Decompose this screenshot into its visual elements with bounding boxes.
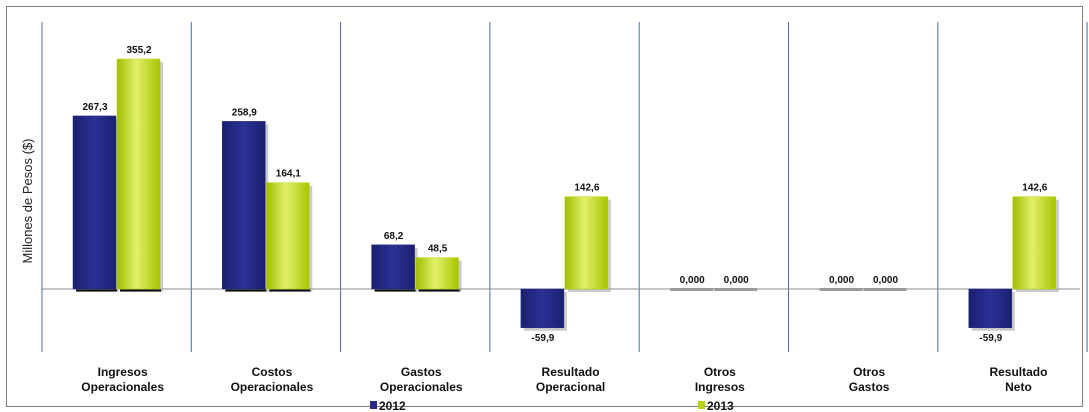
category-label: Operacionales xyxy=(81,380,164,394)
category-label: Otros xyxy=(704,365,736,379)
bar-2012-6 xyxy=(968,288,1013,329)
legend-swatch-2013 xyxy=(698,401,705,409)
data-label-2013-6: 142,6 xyxy=(1022,183,1047,194)
bar-2013-3 xyxy=(564,196,609,290)
data-label-2012-4: 0,000 xyxy=(680,275,705,286)
category-label: Gastos xyxy=(849,380,890,394)
legend-label-2012: 2012 xyxy=(379,399,406,412)
bar-2012-4 xyxy=(670,288,714,291)
legend-swatch-2012 xyxy=(370,401,377,409)
category-label: Ingresos xyxy=(98,365,148,379)
category-label: Operacionales xyxy=(380,380,463,394)
bar-2013-0 xyxy=(116,58,161,290)
category-label: Neto xyxy=(1005,380,1032,394)
chart-frame xyxy=(6,6,1083,407)
data-label-2012-0: 267,3 xyxy=(82,102,107,113)
data-label-2013-2: 48,5 xyxy=(428,244,448,255)
data-label-2012-5: 0,000 xyxy=(829,275,854,286)
data-label-2012-2: 68,2 xyxy=(384,231,404,242)
data-label-2013-1: 164,1 xyxy=(276,169,301,180)
bar-2012-0 xyxy=(72,115,117,290)
category-label: Resultado xyxy=(989,365,1047,379)
category-label: Gastos xyxy=(401,365,442,379)
data-label-2012-3: -59,9 xyxy=(532,333,555,344)
bar-2013-4 xyxy=(714,288,758,291)
data-label-2012-1: 258,9 xyxy=(232,107,257,118)
bar-2013-2 xyxy=(415,257,459,290)
data-label-2013-3: 142,6 xyxy=(574,183,599,194)
category-label: Operacionales xyxy=(231,380,314,394)
bar-2012-2 xyxy=(371,244,415,290)
bar-2012-5 xyxy=(819,288,863,291)
y-axis-label: Millones de Pesos ($) xyxy=(20,139,35,264)
bar-2012-3 xyxy=(520,288,565,329)
data-label-2013-5: 0,000 xyxy=(873,275,898,286)
bar-2013-5 xyxy=(863,288,907,291)
category-label: Costos xyxy=(252,365,293,379)
category-label: Otros xyxy=(853,365,885,379)
legend-label-2013: 2013 xyxy=(707,399,734,412)
bar-2012-1 xyxy=(222,121,266,290)
data-label-2012-6: -59,9 xyxy=(979,333,1002,344)
data-label-2013-0: 355,2 xyxy=(126,45,151,56)
category-label: Ingresos xyxy=(695,380,745,394)
category-label: Operacional xyxy=(536,380,605,394)
bar-2013-6 xyxy=(1012,196,1057,290)
bar-2013-1 xyxy=(266,182,310,290)
data-label-2013-4: 0,000 xyxy=(724,275,749,286)
category-label: Resultado xyxy=(542,365,600,379)
